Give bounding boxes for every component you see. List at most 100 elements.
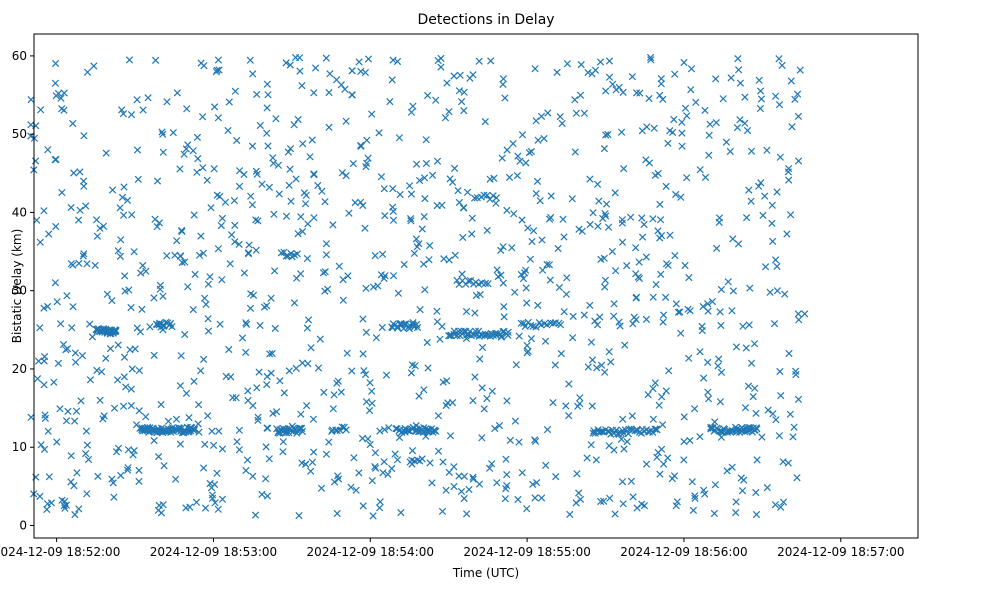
detection-point: [454, 327, 463, 336]
detection-point: [71, 510, 79, 519]
detection-point: [626, 213, 635, 221]
detection-point: [757, 95, 766, 103]
detection-point: [62, 417, 71, 425]
detection-point: [256, 321, 264, 330]
detection-point: [632, 293, 641, 301]
detection-point: [593, 321, 602, 329]
detection-point: [677, 193, 685, 201]
detection-point: [586, 175, 594, 183]
detection-point: [214, 114, 223, 122]
detection-point: [724, 278, 732, 286]
detection-point: [776, 367, 784, 376]
detection-point: [113, 376, 122, 384]
detection-point: [793, 90, 802, 98]
detection-point: [576, 91, 585, 99]
detection-point: [506, 436, 514, 445]
detection-point: [82, 449, 90, 458]
detection-point: [460, 106, 468, 115]
detection-point: [623, 261, 631, 270]
detection-point: [134, 175, 142, 184]
detection-point: [408, 446, 417, 455]
detection-point: [371, 449, 380, 457]
detection-point: [177, 226, 186, 235]
detection-point: [761, 263, 770, 271]
detection-point: [657, 74, 665, 83]
detection-point: [543, 260, 551, 269]
detection-point: [407, 108, 416, 116]
detection-point: [282, 252, 290, 260]
detection-point: [736, 79, 745, 87]
detection-point: [673, 498, 681, 506]
detection-point: [159, 148, 167, 156]
detection-point: [233, 136, 241, 145]
detection-point: [366, 440, 374, 449]
detection-point: [388, 76, 396, 84]
detection-point: [204, 315, 212, 323]
detection-point: [216, 320, 224, 328]
detection-point: [388, 203, 397, 211]
x-tick-label: 2024-12-09 18:53:00: [150, 545, 277, 559]
detection-point: [701, 106, 709, 115]
detection-point: [499, 279, 507, 287]
detection-point: [378, 323, 386, 332]
detection-point: [714, 362, 722, 370]
detection-point: [611, 267, 620, 275]
detection-point: [726, 147, 734, 156]
detection-point: [678, 118, 686, 126]
detection-point: [356, 198, 365, 206]
detection-point: [86, 320, 94, 328]
detection-point: [110, 493, 118, 501]
detection-point: [142, 413, 150, 421]
detection-point: [657, 270, 665, 279]
detection-point: [600, 254, 608, 262]
detection-point: [127, 110, 136, 119]
detection-point: [361, 224, 369, 232]
detection-point: [195, 251, 204, 259]
detection-point: [601, 210, 609, 218]
detection-point: [521, 266, 530, 274]
detection-point: [778, 61, 786, 70]
detection-point: [51, 279, 60, 287]
detection-point: [565, 411, 573, 420]
detection-point: [70, 417, 79, 425]
detection-point: [455, 472, 463, 480]
detection-point: [368, 399, 376, 407]
detection-point: [381, 211, 389, 220]
detection-point: [274, 161, 283, 169]
detection-point: [92, 216, 101, 224]
detection-point: [529, 480, 537, 489]
detection-point: [206, 273, 214, 281]
detection-point: [299, 140, 307, 148]
detection-point: [512, 361, 520, 369]
detection-point: [242, 320, 251, 329]
detection-point: [617, 435, 626, 443]
detection-point: [82, 427, 91, 435]
detection-point: [268, 349, 276, 358]
detection-point: [364, 435, 372, 443]
detection-point: [515, 332, 523, 340]
detection-point: [389, 56, 397, 64]
detection-point: [52, 222, 60, 231]
detection-point: [119, 110, 128, 118]
detection-point: [246, 304, 255, 313]
detection-point: [450, 72, 458, 80]
detection-point: [469, 473, 477, 481]
detection-point: [704, 395, 713, 403]
detection-point: [676, 308, 684, 316]
detection-point: [471, 309, 479, 317]
detection-point: [502, 455, 510, 463]
detection-point: [414, 456, 422, 464]
detection-point: [463, 188, 472, 196]
detection-point: [514, 152, 522, 160]
detection-point: [263, 492, 272, 500]
detection-point: [791, 95, 799, 104]
detection-point: [478, 434, 486, 442]
detection-point: [218, 445, 227, 453]
detection-point: [182, 145, 190, 153]
detection-point: [368, 387, 376, 395]
detection-point: [99, 415, 107, 423]
detection-point: [591, 317, 599, 325]
detection-point: [432, 96, 440, 104]
detection-point: [745, 321, 753, 329]
detection-point: [531, 494, 539, 502]
